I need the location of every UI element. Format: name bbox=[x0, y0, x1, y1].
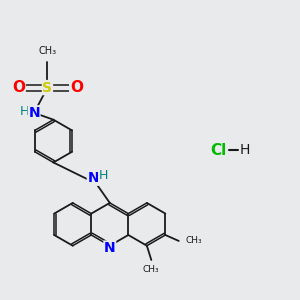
Text: N: N bbox=[87, 171, 99, 185]
Text: S: S bbox=[43, 81, 52, 94]
Text: Cl: Cl bbox=[210, 142, 226, 158]
Text: H: H bbox=[240, 143, 250, 157]
Text: O: O bbox=[12, 80, 25, 95]
Text: H: H bbox=[99, 169, 108, 182]
Text: N: N bbox=[104, 241, 116, 255]
Text: H: H bbox=[20, 105, 29, 118]
Text: CH₃: CH₃ bbox=[185, 236, 202, 245]
Text: O: O bbox=[70, 80, 83, 95]
Text: CH₃: CH₃ bbox=[38, 46, 56, 56]
Text: N: N bbox=[28, 106, 40, 120]
Text: CH₃: CH₃ bbox=[143, 265, 160, 274]
